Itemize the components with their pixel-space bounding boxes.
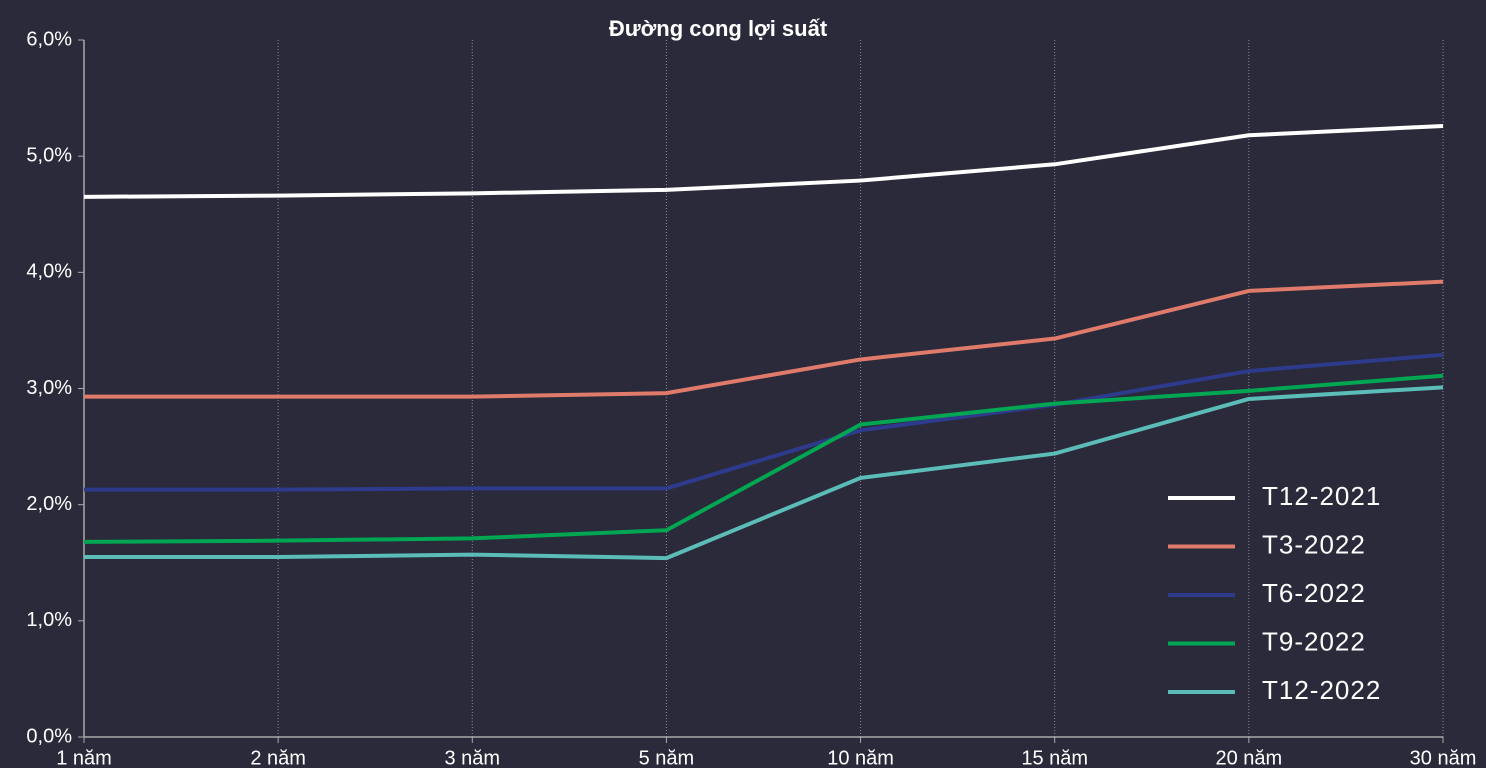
x-tick-label: 2 năm (250, 747, 306, 768)
legend-label: T12-2022 (1262, 675, 1381, 705)
y-tick-label: 0,0% (26, 725, 72, 747)
x-tick-label: 3 năm (444, 747, 500, 768)
x-tick-label: 1 năm (56, 747, 112, 768)
legend-label: T3-2022 (1262, 529, 1366, 559)
legend-label: T9-2022 (1262, 626, 1366, 656)
legend-label: T6-2022 (1262, 578, 1366, 608)
series-line (83, 123, 1444, 199)
y-tick-label: 1,0% (26, 609, 72, 631)
x-tick-label: 20 năm (1215, 747, 1282, 768)
y-tick-label: 4,0% (26, 261, 72, 283)
series-line (84, 385, 1444, 561)
x-tick-label: 10 năm (827, 747, 894, 768)
y-tick-label: 2,0% (26, 493, 72, 515)
series-line (84, 279, 1444, 399)
y-tick-label: 3,0% (26, 377, 72, 399)
series-line (83, 373, 1444, 544)
x-tick-label: 30 năm (1410, 747, 1477, 768)
chart-title: Đường cong lợi suất (609, 16, 828, 41)
x-tick-label: 15 năm (1021, 747, 1088, 768)
y-tick-label: 5,0% (26, 144, 72, 166)
legend-label: T12-2021 (1262, 481, 1381, 511)
x-tick-label: 5 năm (639, 747, 695, 768)
series-line (84, 352, 1444, 492)
y-tick-label: 6,0% (26, 28, 72, 50)
